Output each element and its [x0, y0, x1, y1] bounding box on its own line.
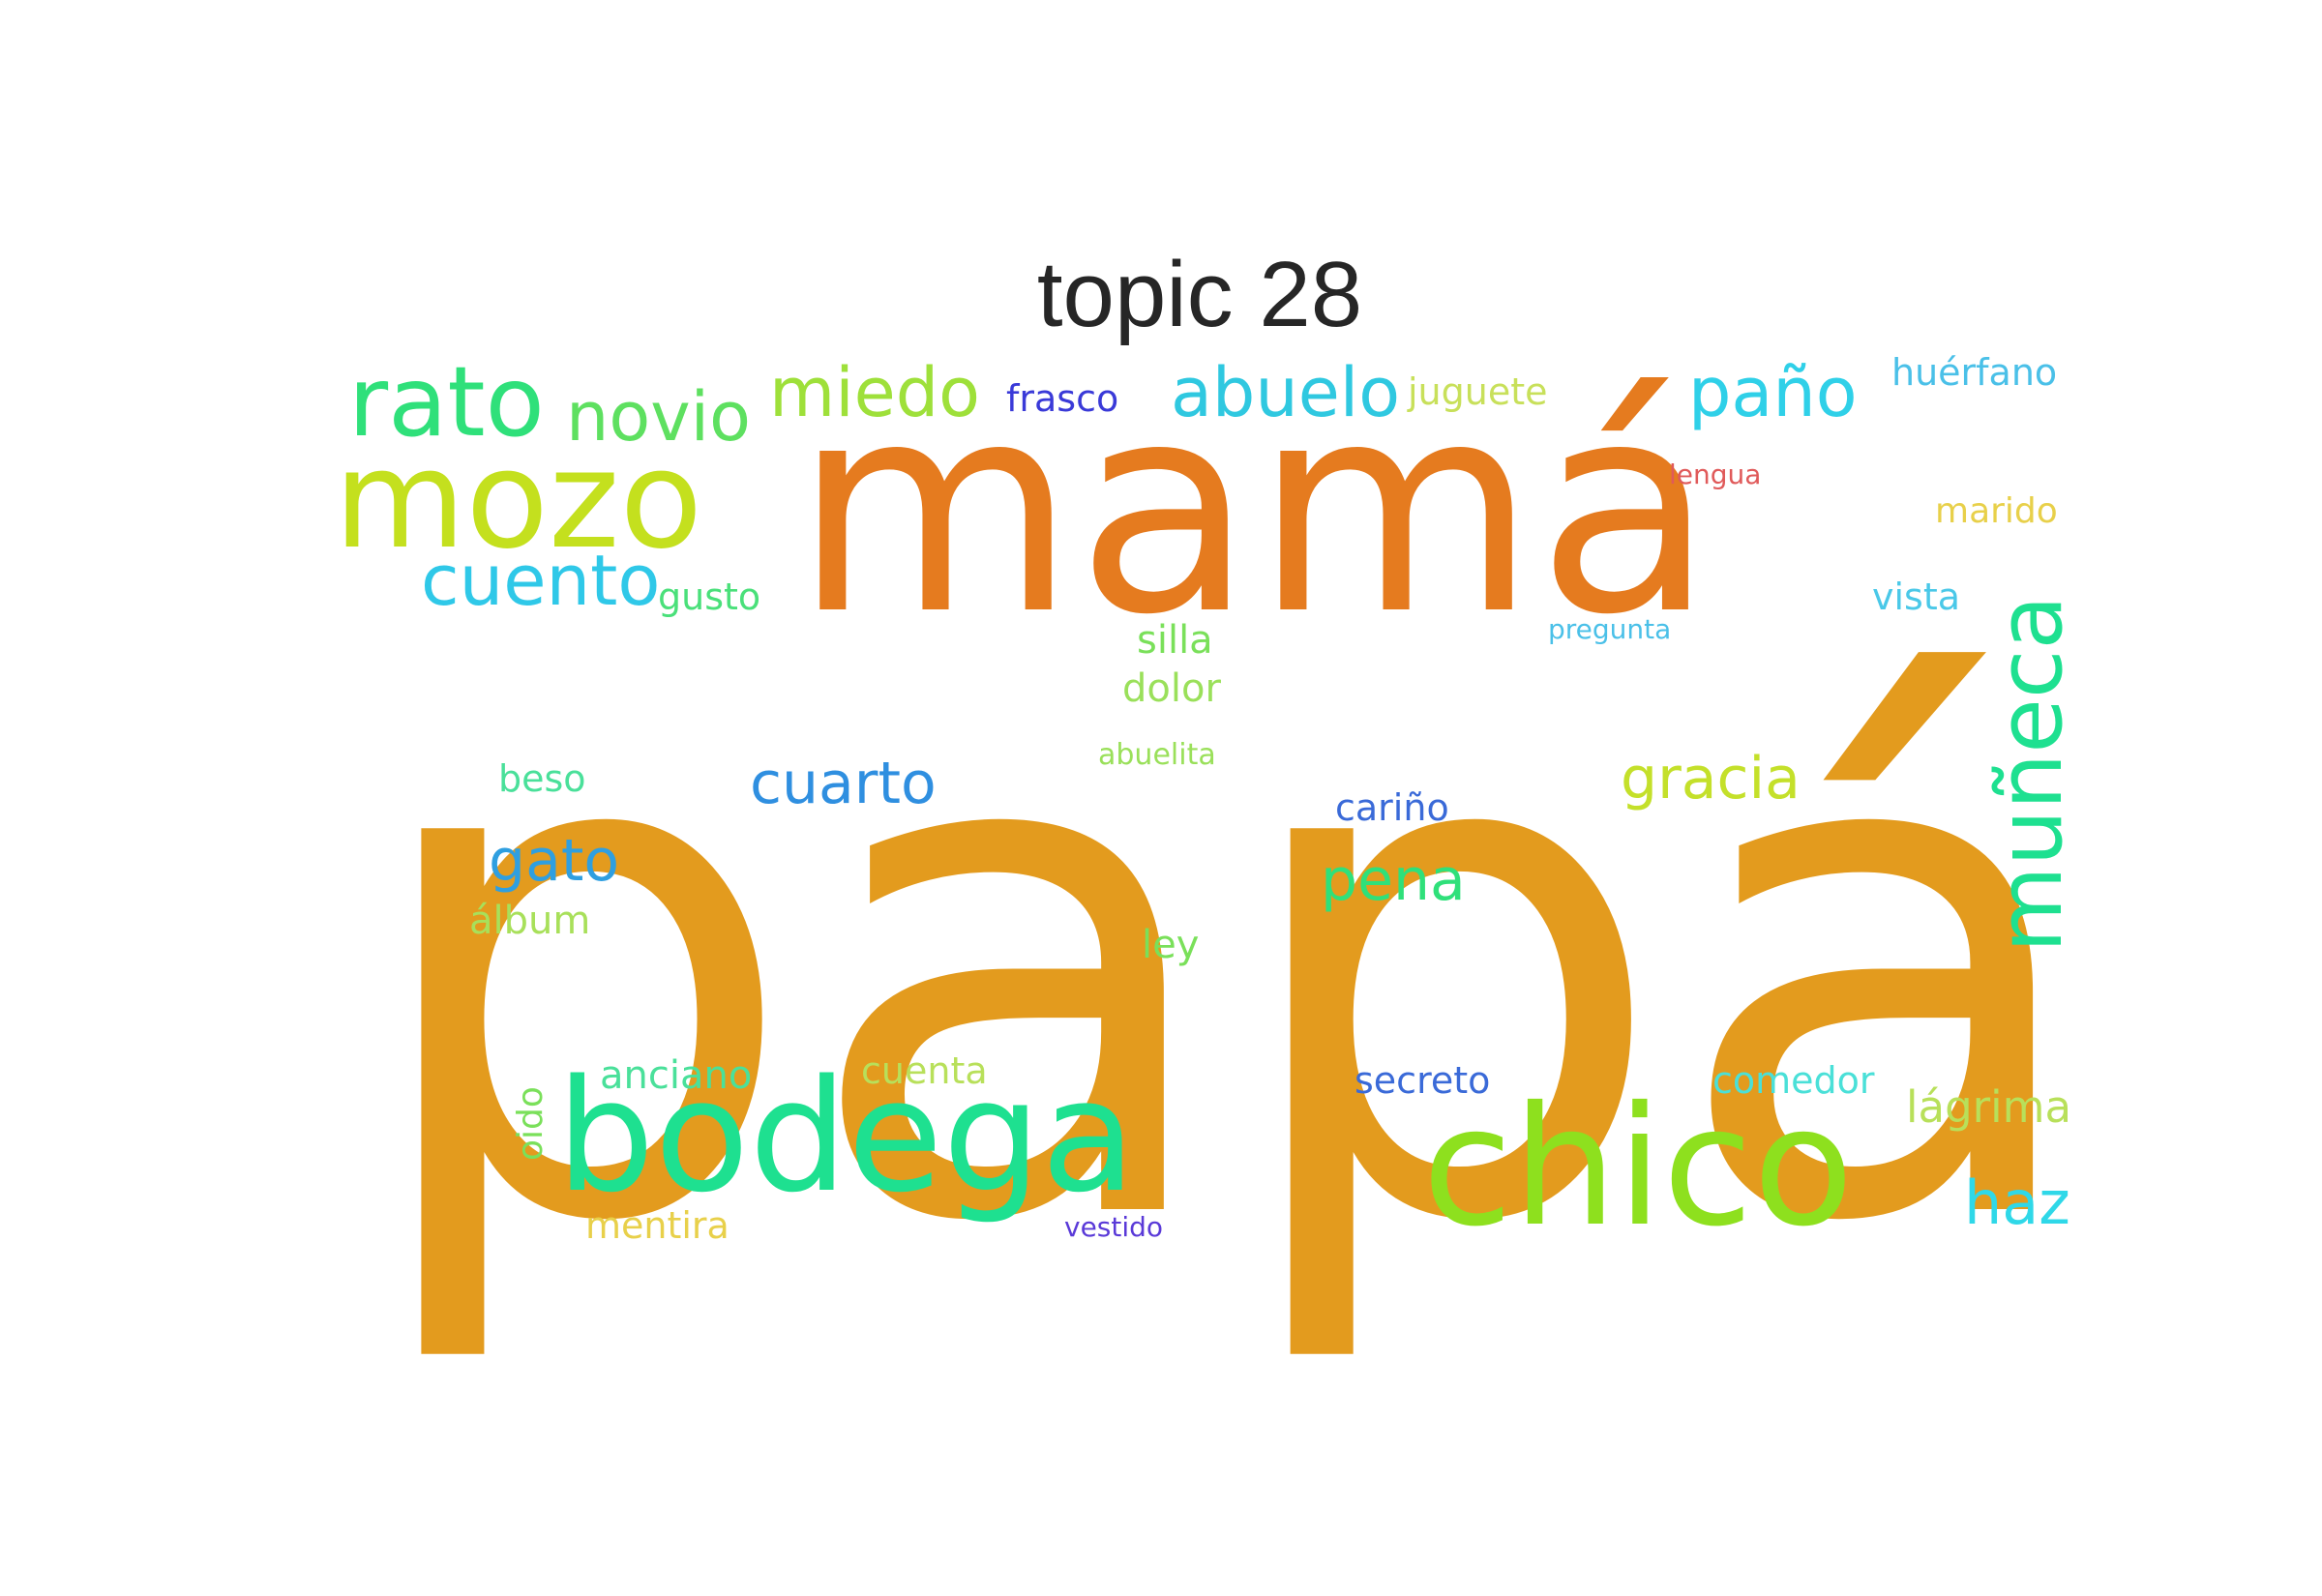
word-9: abuelo — [1171, 353, 1400, 432]
word-20: huérfano — [1891, 351, 2057, 394]
word-27: dolor — [1122, 666, 1221, 711]
word-22: marido — [1935, 491, 2058, 531]
word-33: anciano — [600, 1053, 752, 1098]
word-3: bodega — [556, 1046, 1136, 1227]
word-17: lágrima — [1906, 1081, 2071, 1133]
word-6: rato — [348, 345, 545, 458]
chart-title: topic 28 — [1036, 243, 1363, 346]
word-31: álbum — [469, 899, 590, 943]
word-11: cuento — [421, 540, 660, 621]
word-37: vestido — [1064, 1211, 1163, 1243]
word-15: pena — [1321, 846, 1466, 914]
word-1: mamá — [793, 340, 1714, 678]
word-29: beso — [498, 757, 586, 800]
word-7: novio — [566, 377, 751, 457]
word-21: lengua — [1669, 458, 1761, 490]
word-36: mentira — [585, 1204, 729, 1247]
word-4: mozo — [334, 422, 702, 579]
word-10: paño — [1688, 353, 1858, 432]
word-14: gracia — [1621, 745, 1801, 813]
word-2: chico — [1422, 1072, 1854, 1263]
word-24: vista — [1872, 576, 1960, 618]
word-25: pregunta — [1548, 613, 1671, 645]
word-26: silla — [1137, 618, 1213, 663]
word-12: cuarto — [750, 750, 937, 817]
word-18: frasco — [1006, 377, 1118, 420]
word-16: haz — [1964, 1167, 2070, 1238]
word-0: papá — [358, 563, 2096, 1374]
word-35: oido — [511, 1086, 551, 1161]
word-13: gato — [489, 827, 619, 895]
word-19: juguete — [1407, 370, 1548, 413]
word-5: muñeca — [1979, 595, 2082, 953]
word-28: abuelita — [1098, 738, 1216, 772]
word-8: miedo — [769, 353, 980, 432]
word-39: comedor — [1712, 1059, 1875, 1102]
word-32: ley — [1142, 923, 1199, 967]
word-30: cariño — [1335, 786, 1449, 829]
word-34: cuenta — [861, 1049, 988, 1092]
word-38: secreto — [1354, 1059, 1490, 1102]
word-23: gusto — [658, 576, 760, 618]
